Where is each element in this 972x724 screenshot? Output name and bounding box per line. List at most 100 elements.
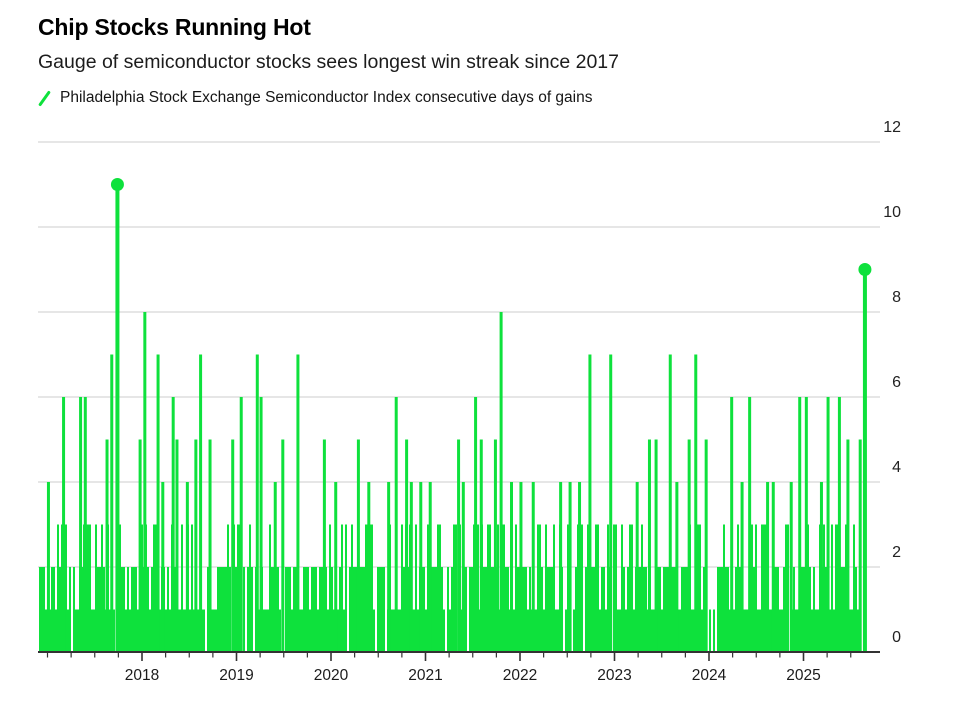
bar [727, 567, 729, 652]
bar [489, 524, 491, 652]
bar [753, 567, 755, 652]
bar [235, 567, 237, 652]
bar [437, 524, 439, 652]
bar [743, 609, 745, 652]
bar [719, 567, 721, 652]
bar [683, 567, 685, 652]
streak-bar [105, 439, 109, 652]
bar [121, 567, 123, 652]
bar [653, 609, 655, 652]
streak-bar [255, 354, 259, 652]
streak-bar [730, 397, 734, 652]
bar [305, 567, 307, 652]
bar [745, 609, 747, 652]
bar [325, 567, 327, 652]
bar [825, 567, 827, 652]
streak-bar [83, 397, 87, 652]
bar [703, 567, 705, 652]
bar [809, 567, 811, 652]
bar [93, 609, 95, 652]
bar [813, 567, 815, 652]
bar [109, 609, 111, 652]
bar [243, 567, 245, 652]
bar [551, 567, 553, 652]
streak-bar [519, 482, 523, 652]
bar [545, 524, 547, 652]
streak-bar [409, 482, 413, 652]
bar [599, 609, 601, 652]
streak-bar [846, 439, 850, 652]
bar [595, 524, 597, 652]
bar [363, 567, 365, 652]
bar [835, 524, 837, 652]
bar [349, 567, 351, 652]
bar [129, 609, 131, 652]
bar [491, 567, 493, 652]
bar [331, 567, 333, 652]
bar [623, 567, 625, 652]
bar [229, 567, 231, 652]
bar [379, 567, 381, 652]
bar [541, 567, 543, 652]
streak-bar [654, 439, 658, 652]
bar [401, 524, 403, 652]
streak-bar [62, 397, 66, 652]
bar [699, 524, 701, 652]
bar [149, 609, 151, 652]
bar [321, 567, 323, 652]
x-tick-label: 2021 [408, 667, 442, 684]
bar [633, 609, 635, 652]
x-tick-label: 2018 [125, 667, 159, 684]
bar [845, 524, 847, 652]
bar [51, 567, 53, 652]
bar [53, 567, 55, 652]
bar [221, 567, 223, 652]
bar [131, 567, 133, 652]
bar [251, 567, 253, 652]
streak-bar [367, 482, 371, 652]
legend-label: Philadelphia Stock Exchange Semiconducto… [60, 89, 593, 106]
x-tick-label: 2022 [503, 667, 537, 684]
streak-bar [609, 354, 613, 652]
streak-bar [675, 482, 679, 652]
streak-bar [185, 482, 189, 652]
streak-bar [161, 482, 165, 652]
bar [425, 609, 427, 652]
bar [189, 609, 191, 652]
x-tick-label: 2025 [786, 667, 820, 684]
bar [681, 567, 683, 652]
bar [167, 567, 169, 652]
bar [61, 524, 63, 652]
bar [465, 567, 467, 652]
bar [575, 567, 577, 652]
bar [503, 524, 505, 652]
streak-bar [474, 397, 478, 652]
bar [629, 524, 631, 652]
bar [333, 609, 335, 652]
bar [765, 524, 767, 652]
marked-streak-bar [115, 184, 120, 652]
bar [729, 609, 731, 652]
bar [851, 609, 853, 652]
streak-bar [704, 439, 708, 652]
bar [383, 567, 385, 652]
streak-bar [479, 439, 483, 652]
bar [651, 609, 653, 652]
bar [667, 567, 669, 652]
streak-bar [578, 482, 582, 652]
bar [597, 524, 599, 652]
bar [341, 524, 343, 652]
bar [795, 609, 797, 652]
bar [685, 567, 687, 652]
streak-bar [804, 397, 808, 652]
bar [269, 524, 271, 652]
bar [247, 567, 249, 652]
bar [761, 524, 763, 652]
bar [55, 609, 57, 652]
bar [807, 524, 809, 652]
bar [747, 609, 749, 652]
bar [593, 567, 595, 652]
streak-bar [273, 482, 277, 652]
bar [267, 609, 269, 652]
streak-bar [405, 439, 409, 652]
